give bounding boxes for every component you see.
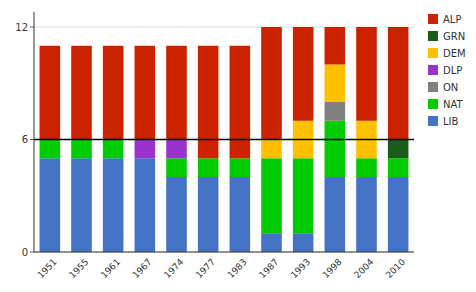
x-tick-label: 1987 <box>257 257 280 280</box>
x-tick-label: 1983 <box>226 257 249 280</box>
legend-swatch <box>428 82 438 92</box>
legend-label: GRN <box>443 31 465 42</box>
bar-segment <box>71 158 92 252</box>
legend-label: NAT <box>443 99 464 110</box>
legend-label: DLP <box>443 65 462 76</box>
bar-segment <box>198 158 219 177</box>
x-axis <box>34 252 414 253</box>
bar-segment <box>40 46 61 140</box>
bar-segment <box>356 27 377 121</box>
bar-segment <box>261 233 282 252</box>
bar-segment <box>356 177 377 252</box>
chart: 0 6 12 1951 1955 1961 1967 1974 1977 1983 1987 1993… <box>0 0 476 292</box>
bar-segment <box>103 46 124 140</box>
bar-segment <box>166 46 187 140</box>
grid-line <box>34 252 414 253</box>
x-tick-label: 1961 <box>99 257 122 280</box>
y-tick <box>30 252 34 253</box>
x-tick-label: 2004 <box>352 257 375 280</box>
bar-segment <box>71 140 92 159</box>
bar-segment <box>230 158 251 177</box>
x-tick-label: 1974 <box>162 257 185 280</box>
bar-segment <box>325 27 346 65</box>
bar-segment <box>261 140 282 159</box>
legend-label: ALP <box>443 14 461 25</box>
x-tick-label: 2010 <box>384 257 407 280</box>
legend-swatch <box>428 65 438 75</box>
y-tick <box>30 139 34 140</box>
x-tick-label: 1951 <box>36 257 59 280</box>
bar-segment <box>230 177 251 252</box>
legend: ALP GRN DEM DLP ON NAT LIB <box>428 14 466 127</box>
bar-segment <box>261 27 282 140</box>
x-tick-label: 1977 <box>194 257 217 280</box>
y-tick-label: 12 <box>15 22 28 33</box>
bar-segment <box>261 158 282 233</box>
y-tick <box>30 27 34 28</box>
x-tick-label: 1967 <box>131 257 154 280</box>
bar-segment <box>198 177 219 252</box>
legend-label: ON <box>443 82 458 93</box>
bar-segment <box>166 140 187 159</box>
bar-segment <box>135 46 156 140</box>
y-axis <box>34 12 35 252</box>
y-tick-label: 0 <box>22 247 28 258</box>
legend-label: LIB <box>443 116 459 127</box>
legend-swatch <box>428 116 438 126</box>
bar-segment <box>198 46 219 159</box>
legend-label: DEM <box>443 48 466 59</box>
bar-segment <box>103 158 124 252</box>
x-tick-label: 1955 <box>67 257 90 280</box>
y-tick-label: 6 <box>22 134 28 145</box>
bar-segment <box>388 140 409 159</box>
bar-segment <box>135 140 156 159</box>
bar-segment <box>325 177 346 252</box>
bar-segment <box>325 65 346 103</box>
legend-swatch <box>428 14 438 24</box>
bar-segment <box>71 46 92 140</box>
bar-segment <box>293 27 314 121</box>
reference-line <box>34 139 414 140</box>
bar-segment <box>388 27 409 140</box>
bar-segment <box>103 140 124 159</box>
legend-swatch <box>428 31 438 41</box>
bar-segment <box>356 158 377 177</box>
bar-segment <box>325 121 346 177</box>
bar-segment <box>388 158 409 177</box>
bar-segment <box>325 102 346 121</box>
bar-segment <box>166 158 187 177</box>
bar-segment <box>230 46 251 159</box>
bar-segment <box>293 158 314 233</box>
bar-segment <box>293 233 314 252</box>
bar-segment <box>40 140 61 159</box>
bar-segment <box>40 158 61 252</box>
legend-swatch <box>428 99 438 109</box>
legend-swatch <box>428 48 438 58</box>
x-tick-label: 1998 <box>321 257 344 280</box>
grid-line <box>34 139 414 140</box>
bar-segment <box>166 177 187 252</box>
bar-segment <box>388 177 409 252</box>
x-tick-label: 1993 <box>289 257 312 280</box>
bar-segment <box>135 158 156 252</box>
